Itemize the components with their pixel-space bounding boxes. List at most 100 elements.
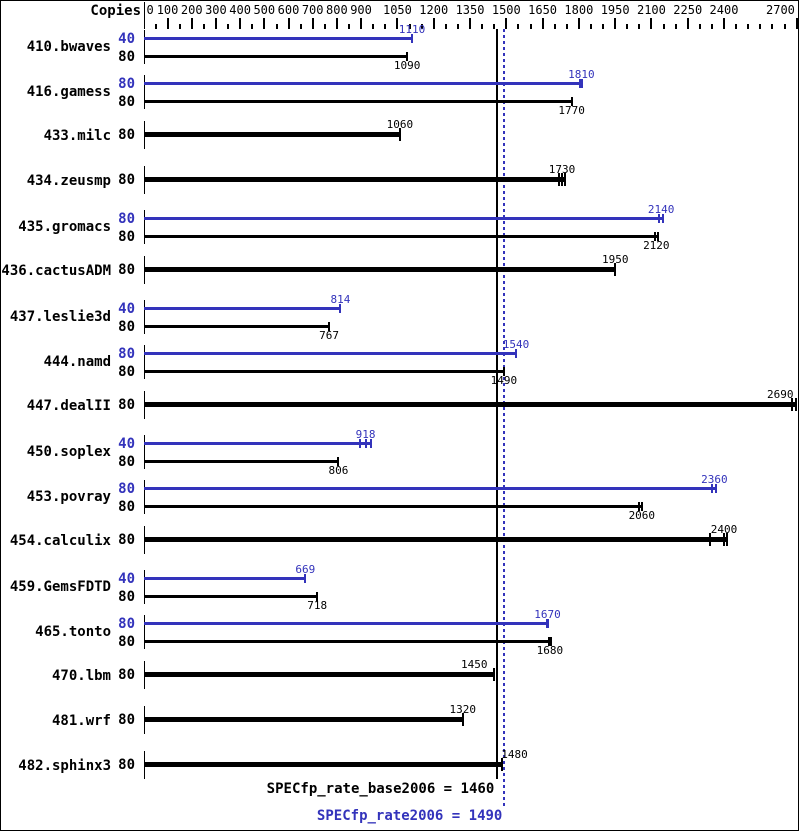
peak-bar	[143, 352, 517, 355]
axis-tick	[541, 18, 544, 29]
summary-peak-label: SPECfp_rate2006 = 1490	[316, 808, 503, 824]
benchmark-label: 435.gromacs	[18, 219, 111, 235]
run-tick	[493, 668, 496, 681]
base-bar	[143, 672, 495, 677]
run-tick	[547, 619, 550, 628]
base-bar	[143, 235, 658, 238]
value-label: 2060	[628, 509, 656, 522]
axis-origin-line	[143, 2, 145, 29]
axis-tick	[420, 24, 423, 29]
base-bar	[143, 505, 643, 508]
group-axis-spine	[143, 570, 145, 604]
run-tick	[461, 713, 464, 726]
run-tick	[641, 502, 644, 511]
top-axis: 0 100 200 300 400 500 600 700 800 900 1050 1200 1350…	[1, 1, 798, 30]
run-tick	[411, 34, 413, 43]
value-label: 1110	[398, 23, 426, 36]
axis-tick	[263, 18, 266, 29]
base-bar	[143, 267, 616, 272]
axis-tick	[735, 24, 738, 29]
peak-bar	[143, 487, 717, 490]
group-axis-spine	[143, 75, 145, 109]
axis-label: 200	[180, 3, 203, 17]
axis-label: 2700	[766, 3, 795, 17]
peak-bar	[143, 577, 306, 580]
axis-tick	[215, 18, 218, 29]
axis-label: 1950	[600, 3, 630, 17]
value-label: 2690	[766, 388, 794, 401]
base-bar	[143, 325, 330, 328]
run-tick	[548, 637, 551, 646]
axis-tick	[469, 18, 472, 29]
base-bar	[143, 402, 796, 407]
value-label: 814	[330, 293, 351, 306]
axis-tick	[723, 18, 726, 29]
group-axis-spine	[143, 210, 145, 244]
axis-tick	[227, 24, 230, 29]
base-bar	[143, 460, 339, 463]
run-tick	[614, 263, 617, 276]
copies-label: 80	[118, 48, 135, 65]
copies-label: 40	[118, 30, 135, 47]
group-axis-spine	[143, 345, 145, 379]
value-label: 1770	[558, 104, 585, 117]
axis-tick	[517, 24, 520, 29]
copies-label: 80	[118, 480, 135, 497]
benchmark-label: 450.soplex	[26, 444, 111, 460]
run-tick	[500, 758, 503, 771]
benchmark-label: 481.wrf	[51, 713, 111, 729]
axis-tick	[178, 24, 181, 29]
copies-label: 80	[118, 615, 135, 632]
value-label: 1090	[393, 59, 421, 72]
axis-label: 700	[301, 3, 324, 17]
group-axis-spine	[143, 300, 145, 334]
axis-tick	[323, 24, 326, 29]
axis-label: 2250	[673, 3, 703, 17]
base-bar	[143, 370, 504, 373]
value-label: 2120	[643, 239, 670, 252]
value-label: 1680	[536, 644, 564, 657]
axis-label: 1350	[455, 3, 485, 17]
axis-tick	[759, 24, 762, 29]
run-tick	[658, 214, 661, 223]
run-tick	[364, 439, 367, 448]
peak-bar	[143, 37, 412, 40]
axis-tick	[505, 18, 508, 29]
run-tick	[791, 398, 794, 411]
copies-header-label: Copies	[90, 3, 141, 19]
value-label: 1060	[386, 118, 414, 131]
axis-tick	[771, 24, 774, 29]
run-tick	[406, 52, 409, 61]
copies-label: 80	[118, 75, 135, 92]
copies-label: 80	[118, 126, 135, 143]
axis-tick	[614, 18, 617, 29]
copies-label: 80	[118, 498, 135, 515]
benchmark-label: 433.milc	[43, 128, 111, 144]
axis-tick	[408, 24, 411, 29]
run-tick	[316, 592, 319, 601]
axis-tick	[674, 24, 677, 29]
axis-tick	[432, 18, 435, 29]
axis-tick	[795, 18, 798, 29]
run-tick	[358, 439, 361, 448]
axis-label: 800	[326, 3, 348, 17]
base-bar	[143, 100, 572, 103]
benchmark-label: 410.bwaves	[26, 39, 111, 55]
copies-label: 80	[118, 171, 135, 188]
axis-tick	[650, 18, 653, 29]
axis-tick	[348, 24, 351, 29]
axis-label: 500	[253, 3, 276, 17]
benchmark-label: 437.leslie3d	[9, 309, 111, 325]
run-tick	[794, 398, 797, 411]
axis-tick	[336, 18, 339, 29]
run-tick	[656, 232, 659, 241]
base-bar	[143, 55, 408, 58]
axis-tick	[275, 24, 278, 29]
value-label: 1480	[501, 748, 528, 761]
axis-label: 2400	[709, 3, 739, 17]
group-axis-spine	[143, 435, 145, 469]
run-tick	[545, 619, 548, 628]
run-tick	[304, 574, 307, 583]
value-label: 669	[295, 563, 316, 576]
